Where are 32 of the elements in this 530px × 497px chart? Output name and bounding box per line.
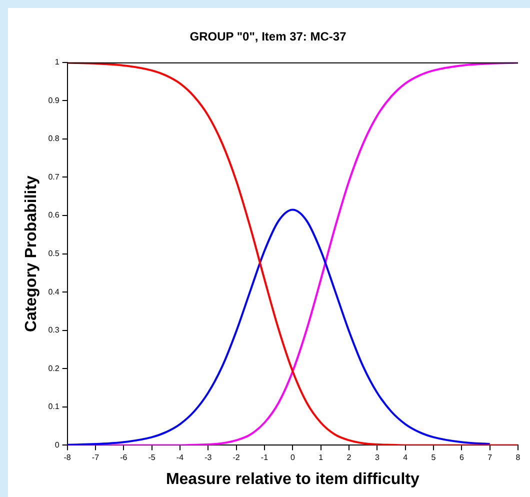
x-tick-label: -4	[176, 453, 184, 462]
x-tick-label: -5	[148, 453, 156, 462]
y-axis-title: Category Probability	[23, 175, 40, 332]
x-tick-label: 1	[318, 453, 324, 462]
y-tick-label: 0.2	[48, 364, 60, 373]
y-tick-label: 0.7	[48, 172, 60, 182]
x-tick-label: -2	[232, 453, 240, 462]
y-tick-label: 0.4	[48, 287, 60, 296]
x-tick-label: -3	[204, 453, 212, 462]
x-axis-title: Measure relative to item difficulty	[166, 470, 420, 488]
x-tick-label: 5	[431, 453, 436, 462]
y-tick-label: 0.6	[48, 210, 60, 220]
y-tick-label: 0.9	[48, 96, 60, 105]
x-tick-label: 2	[346, 453, 352, 462]
y-tick-label: 0.8	[48, 134, 60, 144]
y-tick-label: 1	[54, 58, 60, 67]
y-tick-label: 0.1	[48, 402, 60, 412]
line-series	[67, 208, 491, 446]
y-tick-label: 0.5	[48, 249, 60, 258]
x-tick-label: 7	[488, 453, 493, 462]
x-tick-label: -1	[260, 453, 269, 462]
x-tick-label: 0	[290, 453, 296, 462]
x-tick-label: 8	[516, 453, 521, 462]
x-tick-label: -8	[64, 453, 72, 462]
y-tick-label: 0	[54, 440, 60, 450]
y-tick-label: 0.3	[48, 326, 60, 335]
x-tick-label: -6	[120, 453, 128, 462]
chart-title: GROUP "0", Item 37: MC-37	[190, 30, 347, 44]
x-tick-label: 6	[459, 453, 464, 462]
x-tick-label: 4	[403, 453, 408, 462]
x-tick-label: 3	[374, 453, 380, 462]
x-tick-label: -7	[92, 453, 100, 462]
